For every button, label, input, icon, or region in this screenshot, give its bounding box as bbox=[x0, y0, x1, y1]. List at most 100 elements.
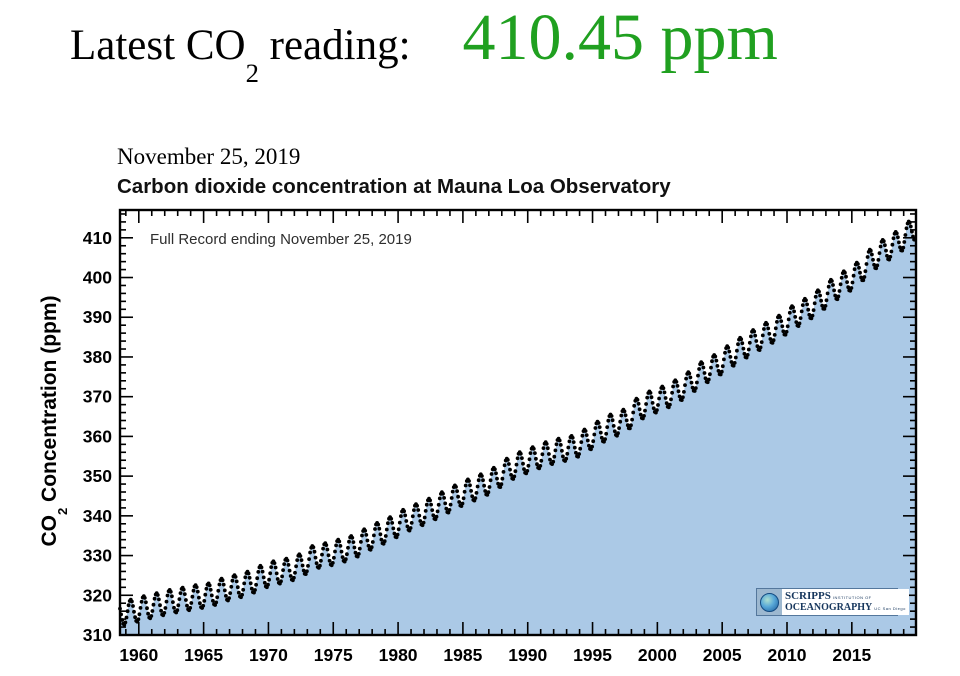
data-point bbox=[527, 457, 532, 462]
scripps-logo-line2: OCEANOGRAPHY UC San Diego bbox=[785, 603, 906, 613]
data-point bbox=[900, 248, 905, 253]
data-point bbox=[195, 589, 200, 594]
data-point bbox=[280, 574, 284, 579]
data-point bbox=[837, 289, 842, 293]
data-point bbox=[528, 451, 533, 455]
data-point bbox=[676, 389, 681, 394]
data-point bbox=[248, 581, 253, 586]
data-point bbox=[617, 426, 621, 430]
data-point bbox=[409, 521, 414, 525]
data-point bbox=[780, 324, 785, 329]
data-point bbox=[429, 502, 433, 507]
data-point bbox=[715, 364, 720, 368]
data-point bbox=[630, 417, 634, 422]
data-point bbox=[308, 550, 312, 555]
data-point bbox=[564, 456, 569, 461]
data-point bbox=[399, 514, 403, 518]
data-point bbox=[450, 489, 455, 494]
data-point bbox=[480, 474, 484, 478]
data-point bbox=[722, 357, 726, 362]
data-point bbox=[784, 329, 789, 334]
data-point bbox=[131, 604, 135, 608]
data-point bbox=[901, 245, 906, 250]
x-tick-label: 2000 bbox=[638, 645, 677, 665]
data-point bbox=[384, 527, 389, 532]
data-point bbox=[343, 557, 348, 562]
data-point bbox=[824, 298, 829, 303]
data-point bbox=[875, 263, 880, 268]
data-point bbox=[632, 403, 637, 408]
data-point bbox=[643, 408, 647, 413]
data-point bbox=[732, 361, 737, 365]
data-point bbox=[188, 606, 193, 610]
data-point bbox=[823, 304, 828, 308]
data-points bbox=[118, 219, 917, 627]
data-point bbox=[754, 339, 759, 343]
data-point bbox=[306, 564, 310, 568]
data-point bbox=[723, 350, 727, 355]
data-point bbox=[184, 598, 188, 602]
data-point bbox=[240, 592, 245, 597]
data-point bbox=[300, 563, 305, 568]
data-point bbox=[669, 397, 673, 402]
data-point bbox=[422, 515, 427, 520]
data-point bbox=[443, 501, 448, 506]
data-point bbox=[505, 458, 510, 462]
data-point bbox=[710, 359, 714, 364]
data-point bbox=[825, 291, 830, 296]
data-point bbox=[242, 581, 247, 586]
data-point bbox=[139, 599, 144, 604]
data-point bbox=[560, 448, 564, 453]
data-point bbox=[696, 373, 700, 378]
data-point bbox=[275, 577, 280, 581]
data-point bbox=[287, 568, 292, 573]
data-point bbox=[501, 470, 506, 474]
keeling-curve-plot: 310 320 330 340 350 360 370 380 390 400 410 1960 196… bbox=[83, 208, 918, 665]
data-point bbox=[674, 380, 679, 384]
data-point bbox=[565, 451, 570, 456]
data-point bbox=[863, 269, 868, 274]
data-point bbox=[531, 446, 536, 451]
y-tick-label: 370 bbox=[83, 387, 112, 407]
data-point bbox=[693, 386, 698, 390]
data-point bbox=[720, 364, 725, 369]
data-point bbox=[729, 360, 734, 364]
data-point bbox=[836, 294, 841, 299]
data-point bbox=[500, 476, 505, 481]
data-point bbox=[281, 568, 285, 572]
data-point bbox=[448, 502, 453, 507]
data-point bbox=[132, 609, 136, 614]
scripps-wordmark: SCRIPPS bbox=[785, 590, 831, 602]
data-point bbox=[798, 316, 803, 320]
data-point bbox=[741, 346, 746, 351]
data-point bbox=[745, 353, 750, 357]
data-point bbox=[611, 424, 616, 428]
data-point bbox=[746, 347, 751, 352]
data-point bbox=[376, 522, 381, 527]
data-point bbox=[441, 491, 445, 496]
data-point bbox=[474, 491, 479, 495]
data-point bbox=[321, 546, 325, 551]
data-point bbox=[155, 593, 160, 597]
data-point bbox=[708, 372, 712, 377]
data-point bbox=[430, 508, 435, 512]
data-point bbox=[637, 407, 642, 412]
data-point bbox=[460, 501, 465, 506]
data-point bbox=[800, 303, 805, 307]
data-point bbox=[365, 538, 370, 543]
data-point bbox=[330, 561, 335, 565]
data-point bbox=[391, 526, 396, 531]
data-point bbox=[596, 421, 601, 425]
data-point bbox=[470, 494, 475, 499]
data-point bbox=[396, 527, 401, 532]
x-tick-label: 1980 bbox=[379, 645, 418, 665]
data-point bbox=[412, 508, 416, 512]
data-point bbox=[799, 309, 804, 314]
data-point bbox=[631, 410, 636, 415]
data-point bbox=[768, 337, 773, 341]
data-point bbox=[498, 485, 503, 489]
data-point bbox=[811, 308, 816, 312]
scripps-logo-line1: SCRIPPS INSTITUTION OF bbox=[785, 591, 906, 602]
data-point bbox=[241, 587, 246, 592]
data-point bbox=[742, 351, 747, 356]
